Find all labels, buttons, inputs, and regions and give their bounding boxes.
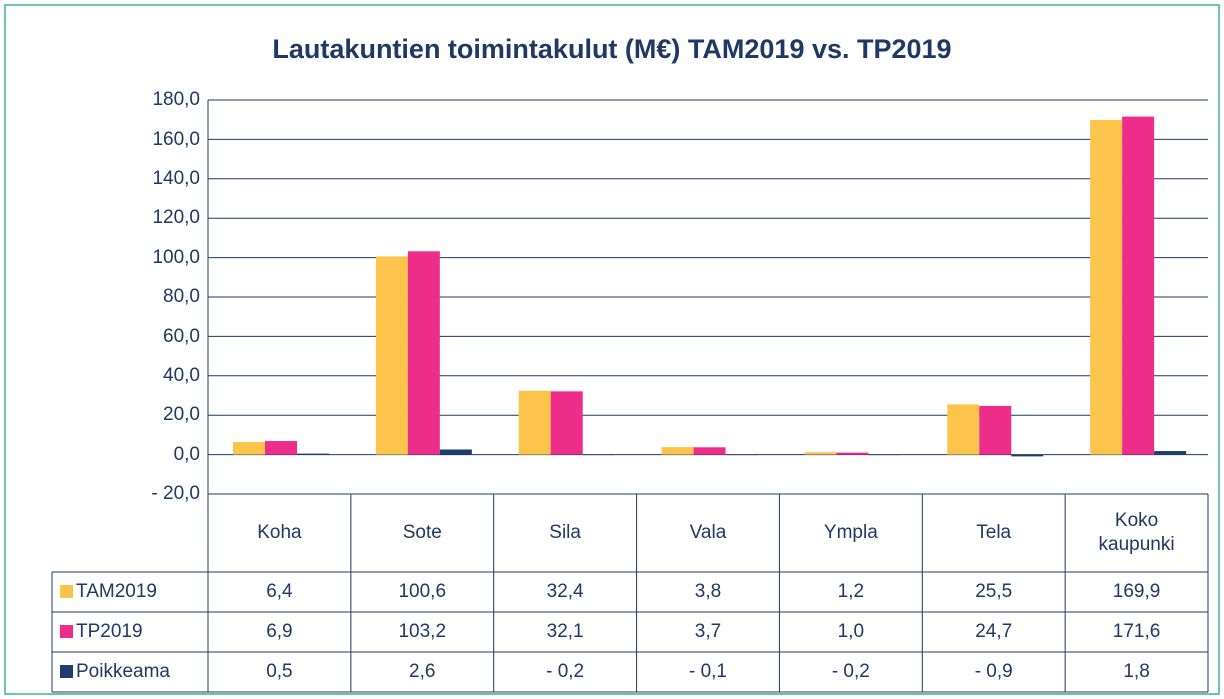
- y-tick-label: 140,0: [152, 167, 200, 189]
- bar: [725, 454, 758, 456]
- bar: [979, 405, 1012, 455]
- x-tick-label: Ympla: [823, 522, 878, 544]
- legend-label: TP2019: [76, 621, 143, 643]
- bar: [1154, 451, 1187, 455]
- table-value: 2,6: [409, 661, 436, 683]
- table-value: 171,6: [1112, 621, 1161, 643]
- y-tick-label: 160,0: [152, 128, 200, 150]
- bar: [375, 256, 408, 455]
- table-value: 6,4: [266, 581, 293, 603]
- x-tick-label: Koko kaupunki: [1098, 510, 1175, 555]
- table-value: 32,4: [546, 581, 584, 603]
- bar: [550, 391, 583, 455]
- table-value: 32,1: [546, 621, 584, 643]
- table-value: 3,8: [694, 581, 722, 603]
- legend-swatch: [60, 625, 73, 638]
- table-value: 1,0: [837, 621, 865, 643]
- y-tick-label: 40,0: [163, 364, 200, 386]
- legend-label: TAM2019: [76, 581, 157, 603]
- bar: [1011, 454, 1044, 457]
- x-tick-label: Sote: [402, 522, 442, 544]
- bar: [836, 452, 869, 455]
- frame: [4, 4, 1220, 695]
- table-value: 169,9: [1112, 581, 1161, 603]
- bar: [947, 404, 980, 455]
- x-tick-label: Sila: [549, 522, 581, 544]
- legend-label: Poikkeama: [76, 661, 170, 683]
- x-tick-label: Vala: [689, 522, 727, 544]
- legend-swatch: [60, 585, 73, 598]
- table-value: 0,5: [266, 661, 293, 683]
- legend-swatch: [60, 665, 73, 678]
- table-value: 3,7: [694, 621, 722, 643]
- x-tick-label: Tela: [976, 522, 1012, 544]
- x-tick-label: Koha: [257, 522, 302, 544]
- table-value: 1,8: [1123, 661, 1150, 683]
- y-tick-label: 80,0: [163, 286, 200, 308]
- bar: [1122, 116, 1155, 455]
- y-tick-label: 20,0: [163, 404, 200, 426]
- bar: [661, 447, 694, 455]
- y-tick-label: - 20,0: [151, 483, 200, 505]
- table-value: 24,7: [975, 621, 1013, 643]
- table-value: 103,2: [398, 621, 447, 643]
- bar: [297, 453, 329, 455]
- bar: [868, 454, 901, 456]
- table-value: 1,2: [837, 581, 865, 603]
- bar: [582, 454, 615, 456]
- y-tick-label: 120,0: [152, 207, 200, 229]
- y-tick-label: 100,0: [152, 246, 200, 268]
- table-value: 100,6: [398, 581, 447, 603]
- bar: [265, 441, 297, 455]
- bar: [233, 441, 265, 455]
- y-tick-label: 180,0: [152, 89, 200, 111]
- chart-title: Lautakuntien toimintakulut (M€) TAM2019 …: [272, 34, 952, 65]
- bar: [518, 390, 551, 455]
- table-value: - 0,2: [831, 661, 870, 683]
- table-value: 25,5: [975, 581, 1013, 603]
- bar: [804, 452, 837, 455]
- bar: [439, 449, 472, 455]
- y-tick-label: 0,0: [173, 443, 200, 465]
- table-value: - 0,9: [974, 661, 1013, 683]
- bar: [407, 251, 440, 455]
- table-value: 6,9: [266, 621, 293, 643]
- y-tick-label: 60,0: [163, 325, 200, 347]
- bar: [693, 447, 726, 455]
- bar: [1090, 119, 1123, 455]
- table-value: - 0,2: [546, 661, 585, 683]
- table-value: - 0,1: [688, 661, 727, 683]
